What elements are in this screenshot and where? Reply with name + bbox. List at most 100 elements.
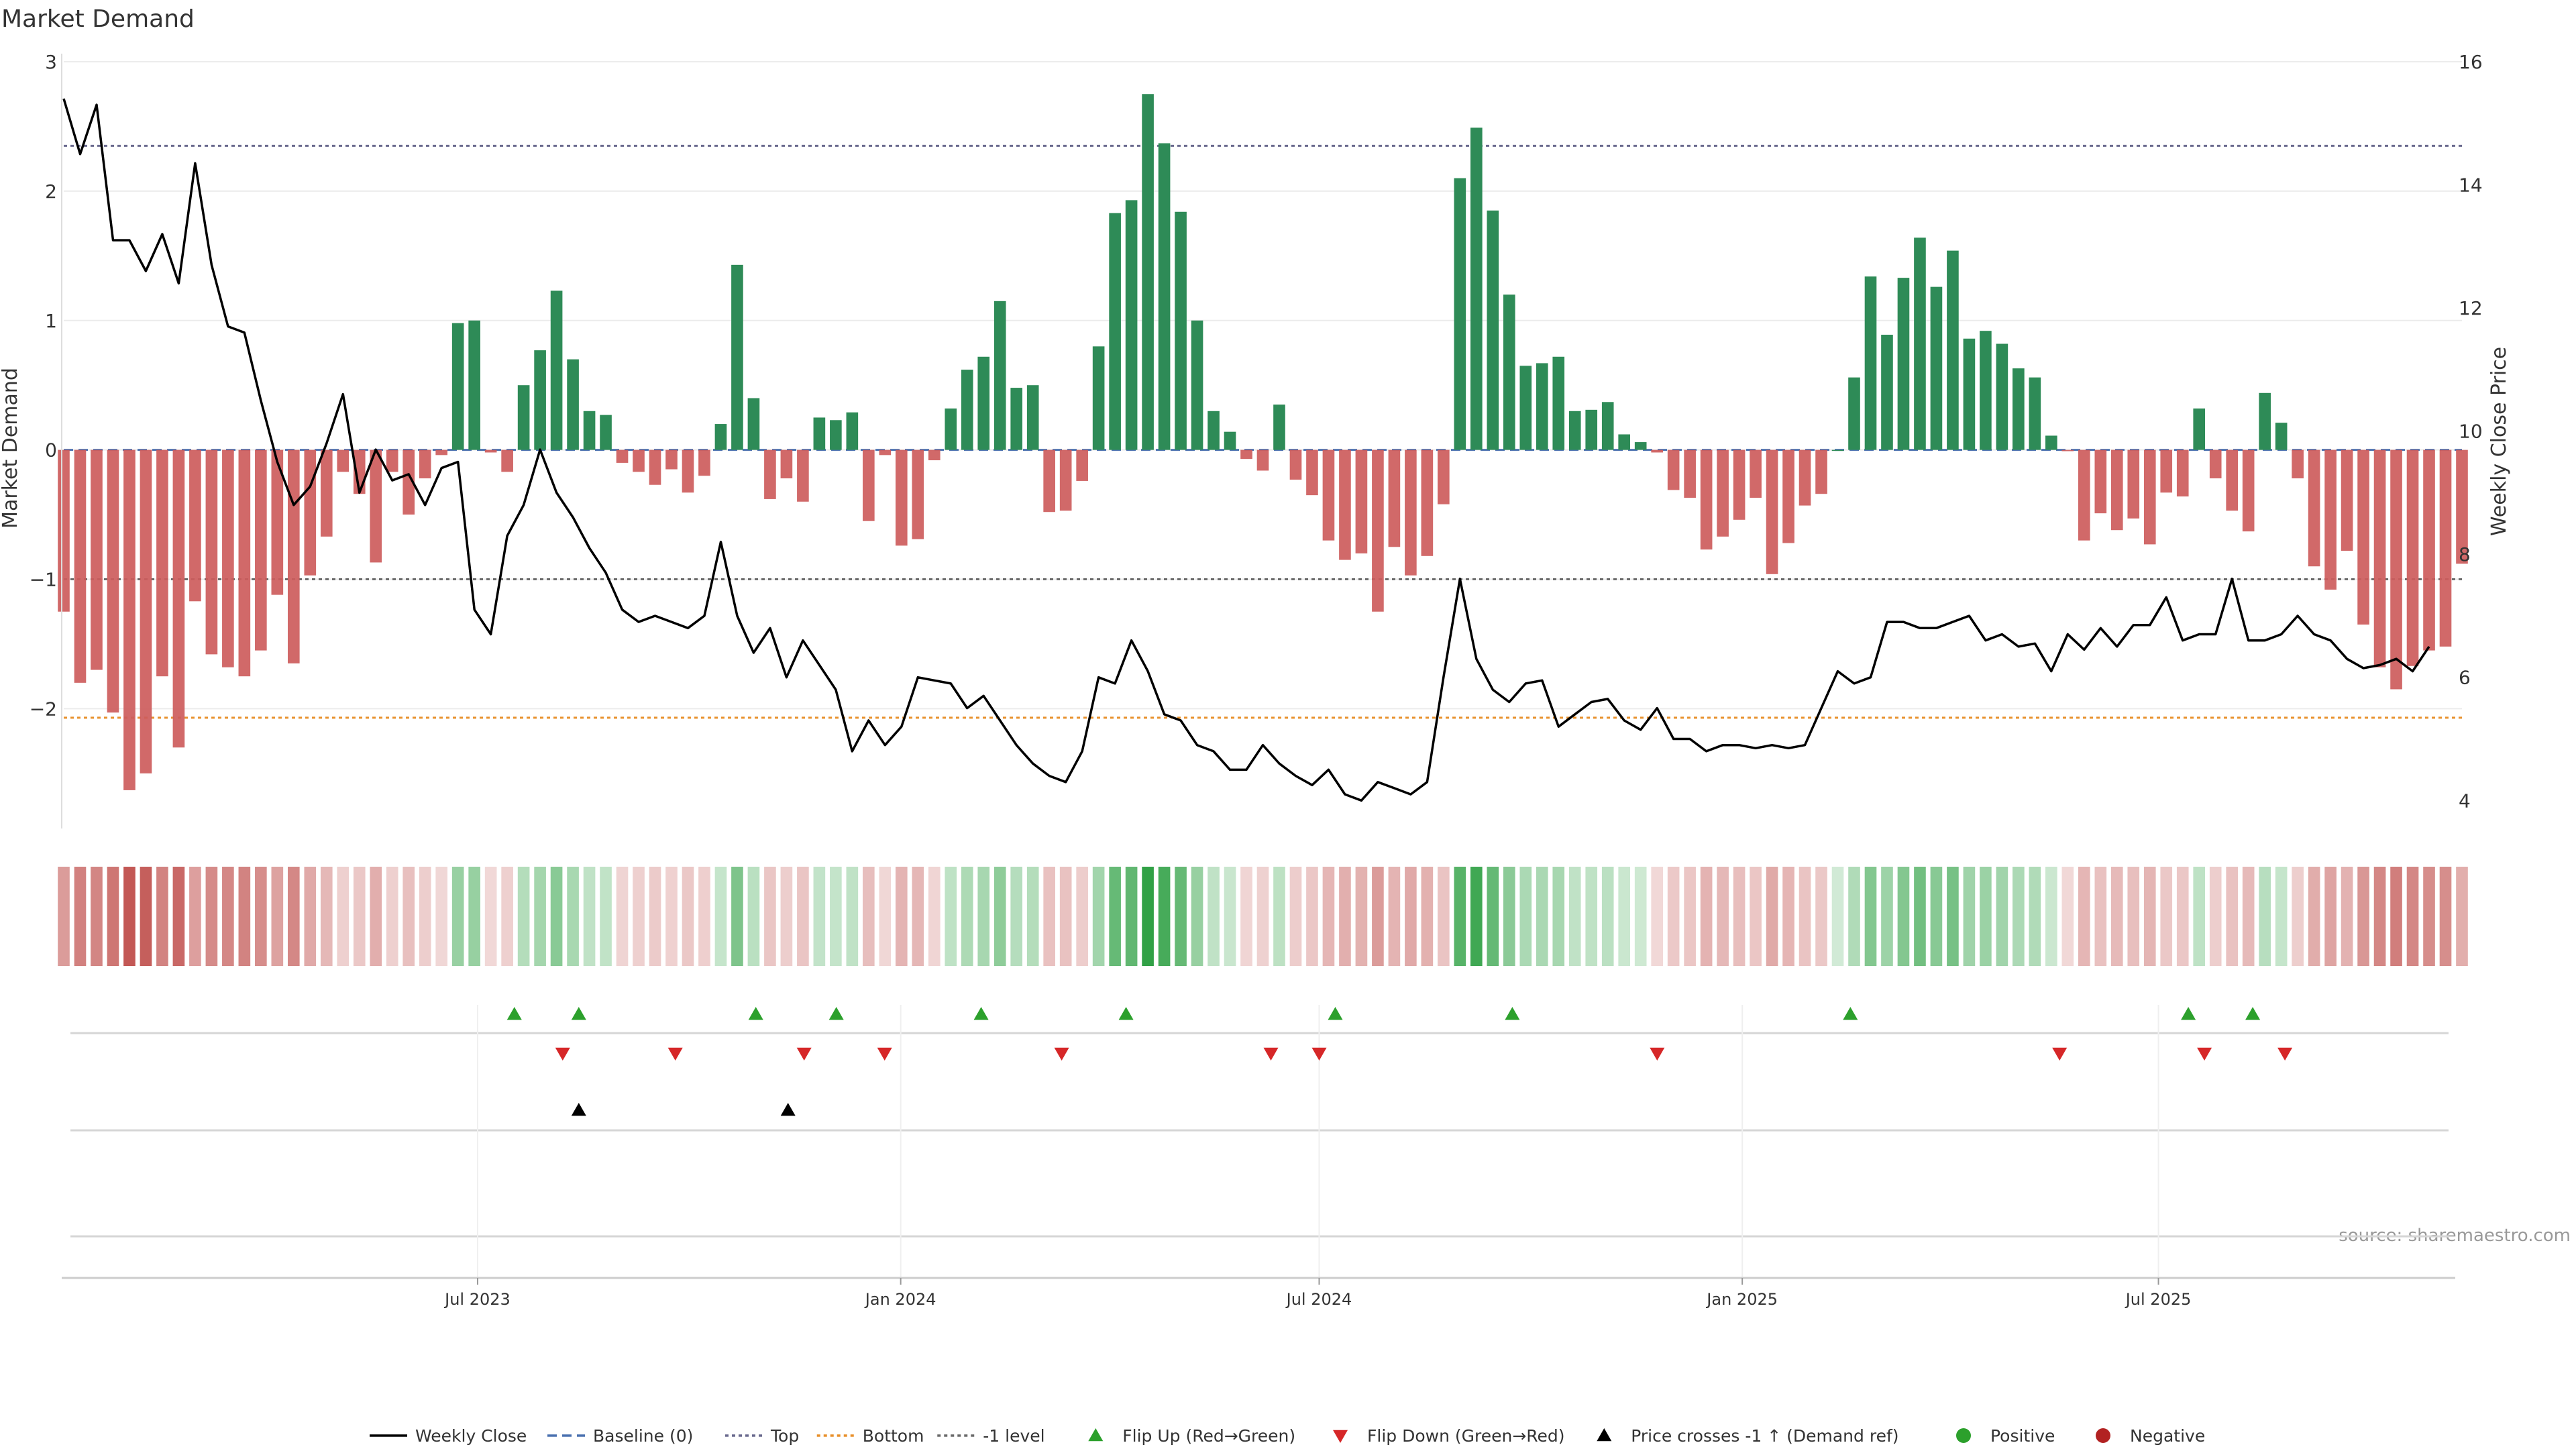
heat-cell-49 [863, 867, 875, 966]
y2-tick-label-6: 4 [2459, 790, 2471, 812]
heat-cell-88 [1503, 867, 1515, 966]
heat-cell-137 [2308, 867, 2320, 966]
x-tick-label-0: Jul 2023 [443, 1290, 511, 1309]
heat-cell-0 [58, 867, 70, 966]
flip-up-marker-9 [2181, 1007, 2196, 1020]
heat-cell-58 [1010, 867, 1023, 966]
heat-cell-79 [1355, 867, 1368, 966]
heat-cell-19 [370, 867, 382, 966]
heat-cell-91 [1552, 867, 1565, 966]
legend-item-9: Negative [2096, 1426, 2205, 1446]
heat-cell-98 [1667, 867, 1680, 966]
heat-cell-36 [649, 867, 661, 966]
heat-cell-90 [1536, 867, 1548, 966]
heat-cell-20 [386, 867, 398, 966]
heat-cell-69 [1191, 867, 1203, 966]
demand-bar-19 [370, 449, 382, 563]
demand-bar-127 [2143, 449, 2156, 545]
demand-bar-42 [747, 398, 760, 450]
heat-cell-74 [1273, 867, 1285, 966]
legend-label-2: Top [770, 1426, 799, 1446]
demand-bar-29 [534, 350, 546, 450]
demand-bar-142 [2390, 449, 2402, 690]
x-axis: Jul 2023 Jan 2024 Jul 2024 Jan 2025 Jul 2025 [62, 1277, 2455, 1309]
demand-bar-37 [665, 449, 678, 470]
heat-cell-26 [484, 867, 497, 966]
weekly-close-line [62, 98, 2430, 802]
demand-bar-79 [1355, 449, 1368, 553]
demand-bar-45 [797, 449, 809, 502]
demand-bar-70 [1208, 411, 1220, 450]
heat-cell-122 [2061, 867, 2074, 966]
demand-bar-23 [435, 449, 447, 455]
demand-bar-49 [863, 449, 875, 521]
heat-cell-57 [994, 867, 1006, 966]
heat-cell-144 [2423, 867, 2435, 966]
heat-cell-5 [140, 867, 152, 966]
demand-bar-50 [879, 449, 892, 455]
demand-bar-91 [1552, 356, 1565, 450]
heat-cell-22 [419, 867, 431, 966]
chart-title: Market Demand [1, 5, 195, 33]
demand-bar-59 [1026, 385, 1039, 450]
demand-bar-140 [2357, 449, 2369, 625]
demand-bar-111 [1881, 334, 1893, 450]
heat-cell-63 [1092, 867, 1105, 966]
heat-cell-7 [172, 867, 185, 966]
demand-bar-82 [1405, 449, 1417, 576]
flip-up-marker-6 [1328, 1007, 1343, 1020]
heat-cell-120 [2029, 867, 2041, 966]
heat-cell-110 [1864, 867, 1877, 966]
demand-bar-94 [1601, 402, 1614, 450]
heat-cell-145 [2439, 867, 2452, 966]
demand-bar-130 [2193, 408, 2206, 450]
heat-cell-92 [1568, 867, 1581, 966]
demand-bar-14 [287, 449, 300, 663]
heat-cell-67 [1158, 867, 1171, 966]
gridlines [64, 61, 2462, 710]
flip-down-marker-8 [2052, 1047, 2068, 1061]
heat-cell-53 [928, 867, 941, 966]
heat-cell-13 [271, 867, 284, 966]
flip-up-marker-3 [828, 1007, 844, 1020]
demand-bar-95 [1618, 434, 1631, 450]
demand-bar-51 [895, 449, 908, 546]
heat-cell-65 [1125, 867, 1138, 966]
heat-cell-72 [1240, 867, 1252, 966]
heat-cell-134 [2259, 867, 2271, 966]
demand-bar-75 [1289, 449, 1302, 480]
legend: Weekly Close Baseline (0) Top Bottom -1 leve… [370, 1426, 2205, 1446]
heat-cell-130 [2193, 867, 2206, 966]
demand-bar-61 [1059, 449, 1072, 511]
demand-bar-54 [945, 408, 957, 450]
flip-up-marker-5 [1118, 1007, 1134, 1020]
heat-cell-35 [633, 867, 645, 966]
heat-cell-117 [1980, 867, 1992, 966]
demand-bar-93 [1585, 409, 1598, 450]
demand-bar-1 [74, 449, 87, 683]
demand-bar-85 [1454, 178, 1466, 450]
heat-cell-24 [451, 867, 464, 966]
heat-cell-15 [304, 867, 317, 966]
demand-bar-136 [2292, 449, 2304, 479]
legend-item-3: Bottom [816, 1426, 924, 1446]
demand-bar-80 [1372, 449, 1384, 612]
flip-down-marker-1 [667, 1047, 683, 1061]
legend-swatch-9 [2096, 1428, 2110, 1443]
legend-label-8: Positive [1990, 1426, 2055, 1446]
demand-bar-47 [830, 420, 842, 450]
heat-cell-59 [1026, 867, 1039, 966]
heat-cell-119 [2012, 867, 2025, 966]
demand-bar-106 [1799, 449, 1811, 506]
heat-cell-103 [1750, 867, 1762, 966]
weekly-close-series [62, 98, 2430, 802]
demand-bar-128 [2160, 449, 2173, 493]
heat-cell-115 [1947, 867, 1959, 966]
demand-bar-68 [1175, 211, 1187, 450]
heat-cell-95 [1618, 867, 1631, 966]
demand-bar-34 [616, 449, 629, 463]
flip-down-marker-5 [1263, 1047, 1279, 1061]
demand-bar-129 [2176, 449, 2189, 497]
